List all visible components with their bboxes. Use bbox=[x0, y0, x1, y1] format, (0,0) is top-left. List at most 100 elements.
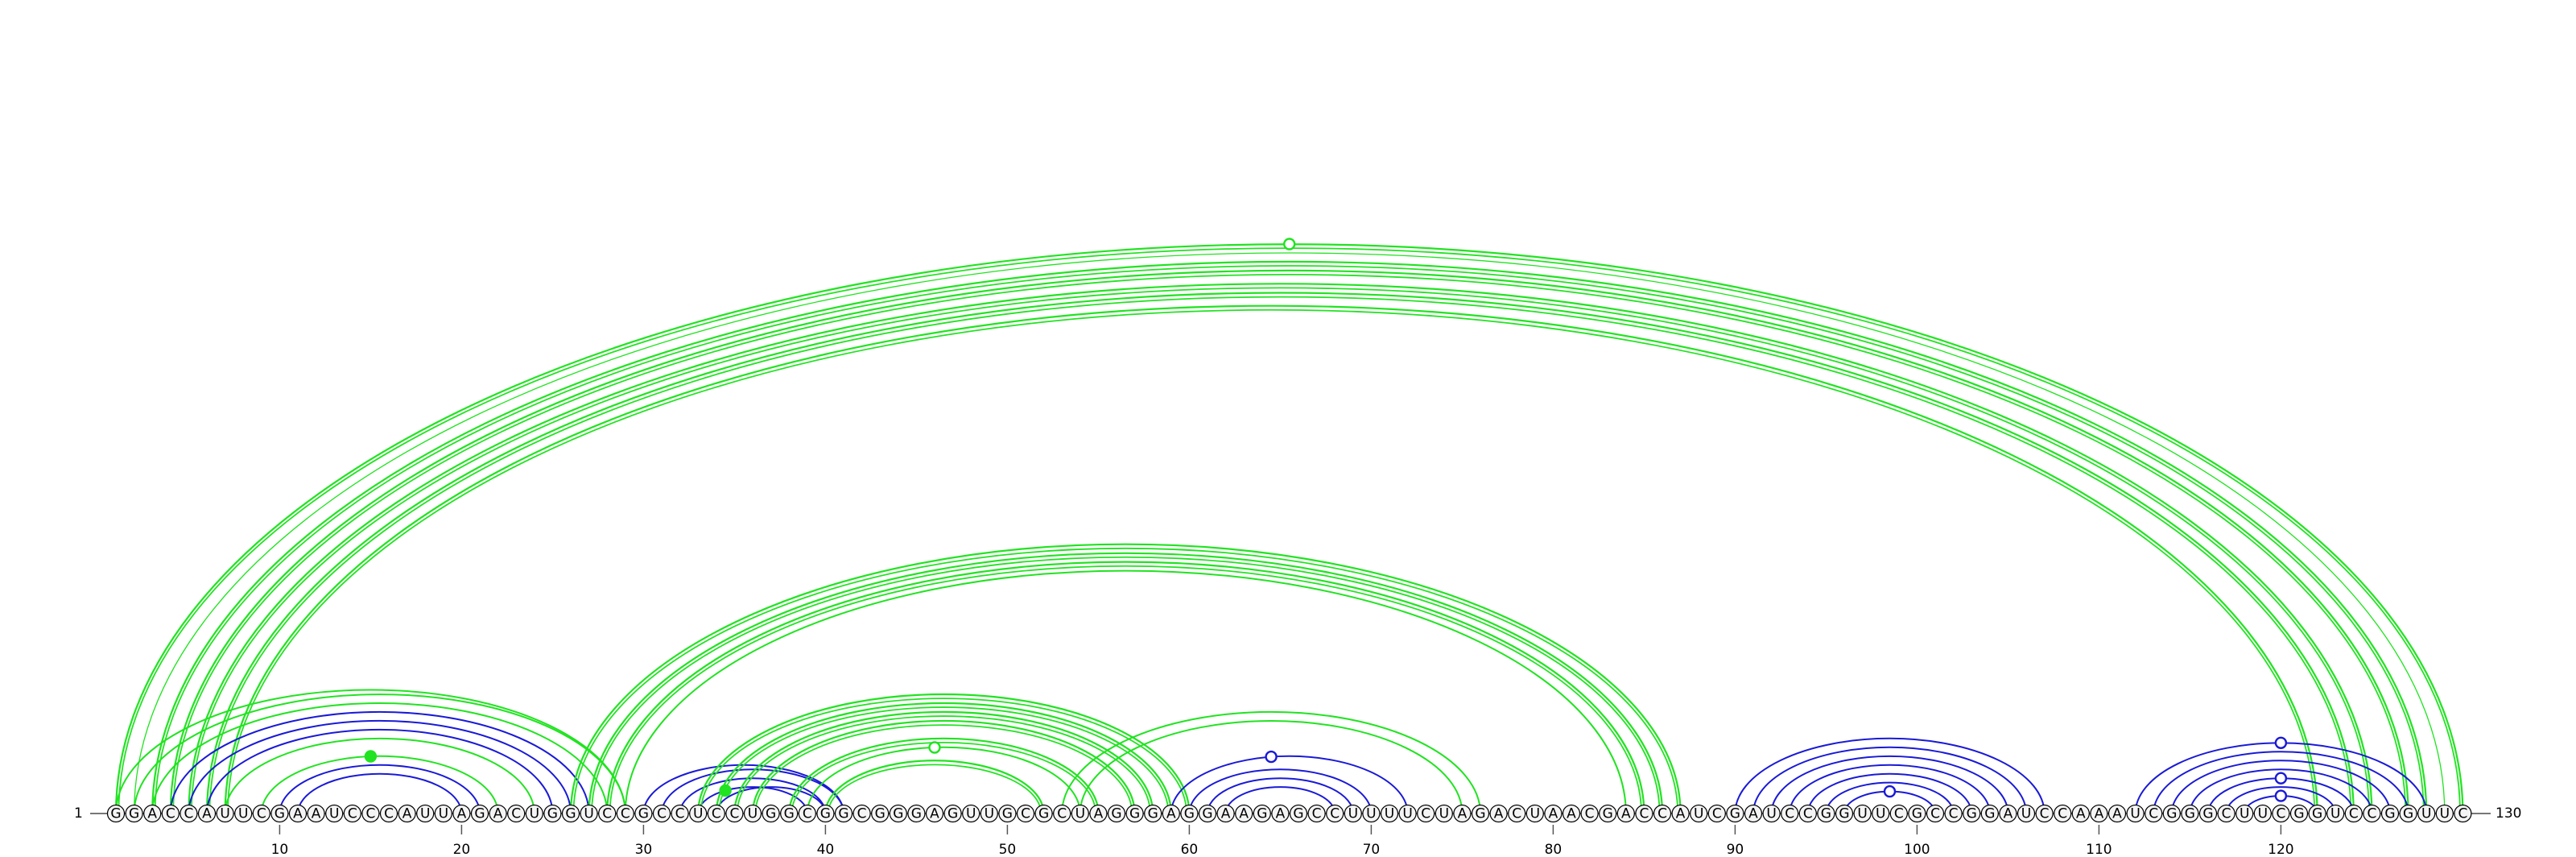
position-ticks: 10 20 30 40 50 60 70 80 90 100 110 120 bbox=[271, 825, 2294, 857]
nucleotide-letter: C bbox=[621, 806, 630, 822]
pair-arc-3-128 bbox=[152, 262, 2426, 814]
nucleotide-letter: C bbox=[1421, 806, 1430, 822]
nucleotide-80: A bbox=[1545, 805, 1562, 822]
nucleotide-letter: U bbox=[584, 806, 593, 822]
nucleotide-letter: A bbox=[2076, 806, 2086, 822]
tick-label-20: 20 bbox=[453, 842, 471, 857]
nucleotide-letter: G bbox=[1184, 806, 1195, 822]
nucleotide-letter: U bbox=[238, 806, 248, 822]
nucleotide-letter: U bbox=[1766, 806, 1776, 822]
pair-arc-34-59 bbox=[716, 703, 1171, 814]
pair-arc-5-125-inner bbox=[192, 288, 2369, 814]
nucleotide-32: C bbox=[671, 805, 688, 822]
nucleotide-letter: G bbox=[2293, 806, 2304, 822]
nucleotide-letter: G bbox=[1257, 806, 1267, 822]
nucleotide-46: A bbox=[927, 805, 943, 822]
nucleotide-letter: G bbox=[638, 806, 649, 822]
nucleotide-25: G bbox=[544, 805, 561, 822]
nucleotide-119: U bbox=[2254, 805, 2271, 822]
nucleotide-50: G bbox=[999, 805, 1016, 822]
pair-arc-27-86-inner bbox=[592, 557, 1660, 814]
tick-label-110: 110 bbox=[2086, 842, 2112, 857]
nucleotide-letter: G bbox=[1967, 806, 1977, 822]
nucleotide-41: G bbox=[836, 805, 852, 822]
nucleotide-letter: G bbox=[1202, 806, 1212, 822]
nucleotide-26: G bbox=[563, 805, 580, 822]
tick-label-120: 120 bbox=[2268, 842, 2293, 857]
nucleotide-74: U bbox=[1435, 805, 1452, 822]
nucleotide-letter: G bbox=[1984, 806, 1995, 822]
nucleotide-letter: G bbox=[2185, 806, 2195, 822]
arc-marker-1 bbox=[365, 751, 376, 762]
nucleotide-98: U bbox=[1872, 805, 1889, 822]
nucleotide-88: U bbox=[1690, 805, 1707, 822]
nucleotide-116: G bbox=[2200, 805, 2217, 822]
nucleotide-letter: C bbox=[1894, 806, 1904, 822]
pair-arc-26-87-inner bbox=[573, 549, 1678, 814]
pair-arc-2-129 bbox=[134, 253, 2445, 814]
nucleotide-letter: G bbox=[565, 806, 576, 822]
nucleotide-101: C bbox=[1927, 805, 1944, 822]
nucleotide-3: A bbox=[144, 805, 161, 822]
nucleotide-36: U bbox=[745, 805, 762, 822]
nucleotide-letter: G bbox=[110, 806, 121, 822]
nucleotide-113: C bbox=[2145, 805, 2162, 822]
nucleotide-38: G bbox=[781, 805, 798, 822]
nucleotide-54: U bbox=[1071, 805, 1088, 822]
nucleotide-letter: A bbox=[202, 806, 212, 822]
nucleotide-85: C bbox=[1636, 805, 1653, 822]
nucleotide-letter: C bbox=[2458, 806, 2467, 822]
nucleotide-92: U bbox=[1763, 805, 1780, 822]
nucleotide-49: U bbox=[980, 805, 997, 822]
nucleotide-56: G bbox=[1108, 805, 1125, 822]
pair-arc-7-122-inner bbox=[228, 310, 2314, 814]
nucleotide-letter: U bbox=[2421, 806, 2431, 822]
arc-marker-4 bbox=[1266, 751, 1277, 762]
nucleotide-79: U bbox=[1526, 805, 1543, 822]
nucleotide-letter: G bbox=[1129, 806, 1140, 822]
nucleotide-127: G bbox=[2400, 805, 2417, 822]
nucleotide-16: C bbox=[381, 805, 398, 822]
nucleotide-124: C bbox=[2345, 805, 2362, 822]
nucleotide-letter: A bbox=[2004, 806, 2013, 822]
nucleotide-71: U bbox=[1381, 805, 1398, 822]
nucleotide-letter: A bbox=[1621, 806, 1631, 822]
nucleotide-letter: G bbox=[1603, 806, 1613, 822]
nucleotide-letter: C bbox=[2040, 806, 2050, 822]
nucleotide-letter: C bbox=[1330, 806, 1340, 822]
nucleotide-33: U bbox=[690, 805, 707, 822]
nucleotide-letter: U bbox=[329, 806, 339, 822]
nucleotide-34: C bbox=[708, 805, 724, 822]
nucleotide-letter: A bbox=[1094, 806, 1104, 822]
nucleotide-letter: A bbox=[1494, 806, 1504, 822]
nucleotide-letter: C bbox=[2349, 806, 2359, 822]
nucleotide-letter: A bbox=[493, 806, 503, 822]
nucleotide-11: A bbox=[290, 805, 307, 822]
nucleotide-letter: U bbox=[1348, 806, 1358, 822]
nucleotide-letter: G bbox=[547, 806, 558, 822]
nucleotide-95: G bbox=[1818, 805, 1835, 822]
pair-arc-38-55 bbox=[789, 739, 1098, 814]
nucleotide-111: A bbox=[2109, 805, 2126, 822]
nucleotide-letter: A bbox=[1221, 806, 1231, 822]
nucleotide-126: G bbox=[2382, 805, 2399, 822]
nucleotide-letter: C bbox=[712, 806, 721, 822]
nucleotide-68: C bbox=[1327, 805, 1344, 822]
nucleotide-115: G bbox=[2182, 805, 2198, 822]
nucleotide-9: C bbox=[253, 805, 270, 822]
nucleotide-letter: U bbox=[693, 806, 703, 822]
nucleotide-letter: U bbox=[1857, 806, 1867, 822]
nucleotide-letter: U bbox=[985, 806, 994, 822]
nucleotide-123: U bbox=[2327, 805, 2344, 822]
nucleotide-letter: A bbox=[293, 806, 303, 822]
nucleotide-65: A bbox=[1272, 805, 1289, 822]
nucleotide-letter: A bbox=[1676, 806, 1686, 822]
nucleotide-letter: A bbox=[1276, 806, 1286, 822]
nucleotide-letter: A bbox=[1239, 806, 1249, 822]
nucleotide-20: A bbox=[453, 805, 470, 822]
nucleotide-letter: G bbox=[1002, 806, 1013, 822]
pair-arc-3-128-inner bbox=[155, 266, 2424, 814]
nucleotide-letter: U bbox=[1385, 806, 1394, 822]
nucleotide-letter: G bbox=[784, 806, 795, 822]
